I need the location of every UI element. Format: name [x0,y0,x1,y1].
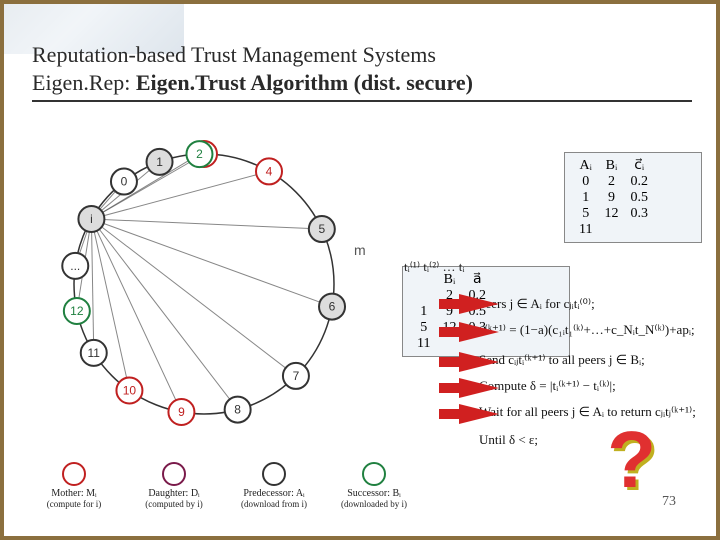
red-arrow-icon [459,322,499,342]
legend: Mother: Mᵢ(compute for i)Daughter: Dᵢ(co… [24,462,424,509]
legend-sub: (download from i) [229,499,319,509]
table-cell: 11 [411,336,436,352]
red-arrow-icon [459,404,499,424]
legend-circle-icon [162,462,186,486]
title-underline [32,100,692,102]
legend-title: Predecessor: Aᵢ [229,488,319,499]
table-header: Aᵢ [573,157,598,174]
table-header: Bᵢ [598,157,624,174]
table-cell: 0.5 [624,190,654,206]
svg-text:2: 2 [196,147,203,161]
legend-sub: (computed by i) [129,499,219,509]
slide-frame: Reputation-based Trust Management System… [0,0,720,540]
title-bold: Eigen.Trust Algorithm (dist. secure) [136,70,473,95]
svg-text:5: 5 [318,222,325,236]
svg-text:i: i [90,212,93,226]
red-arrow-icon [459,352,499,372]
red-arrow-icon [459,378,499,398]
legend-item: Successor: Bᵢ(downloaded by i) [329,462,419,509]
table-cell: 1 [573,190,598,206]
legend-item: Predecessor: Aᵢ(download from i) [229,462,319,509]
svg-text:1: 1 [156,155,163,169]
svg-text:7: 7 [293,369,300,383]
table-cell [411,288,436,304]
svg-text:11: 11 [88,346,101,360]
equation-line: Compute δ = |tᵢ⁽ᵏ⁺¹⁾ − tᵢ⁽ᵏ⁾|; [479,378,616,394]
legend-item: Daughter: Dᵢ(computed by i) [129,462,219,509]
table-cell: 0 [573,174,598,190]
legend-sub: (downloaded by i) [329,499,419,509]
title-prefix: Eigen.Rep: [32,70,136,95]
iteration-sequence: tᵢ⁽¹⁾ tᵢ⁽²⁾ … tᵢ [404,259,465,275]
svg-text:4: 4 [266,164,273,178]
svg-text:8: 8 [234,403,241,417]
table-cell: 0.2 [624,174,654,190]
table-cell [598,222,624,238]
ring-diagram: 3456789101112...i012 [24,114,384,474]
legend-item: Mother: Mᵢ(compute for i) [29,462,119,509]
svg-text:0: 0 [121,175,128,189]
table-cell: 0.3 [624,206,654,222]
equation-line: Send cᵢⱼtᵢ⁽ᵏ⁺¹⁾ to all peers j ∈ Bᵢ; [479,352,645,368]
question-mark-icon: ? [607,414,656,506]
table-cell: 2 [598,174,624,190]
table-ci: AᵢBᵢc⃗ᵢ 020.2 190.5 5120.3 11 [564,152,702,243]
svg-text:6: 6 [329,300,336,314]
svg-text:9: 9 [178,405,185,419]
table-cell: 1 [411,304,436,320]
table-header: a⃗ [462,271,492,288]
legend-sub: (compute for i) [29,499,119,509]
equation-line: Wait for all peers j ∈ Aᵢ to return cⱼᵢt… [479,404,696,420]
legend-title: Mother: Mᵢ [29,488,119,499]
red-arrow-icon [459,294,499,314]
legend-circle-icon [62,462,86,486]
equation-line: tᵢ⁽ᵏ⁺¹⁾ = (1−a)(c₁ᵢt₁⁽ᵏ⁾+…+c_Nᵢt_N⁽ᵏ⁾)+a… [479,322,695,338]
table-cell: 11 [573,222,598,238]
svg-text:...: ... [70,259,80,273]
table-header: c⃗ᵢ [624,157,654,174]
table-cell: 12 [598,206,624,222]
m-label: m [354,242,366,258]
title-line-1: Reputation-based Trust Management System… [32,42,436,68]
legend-title: Successor: Bᵢ [329,488,419,499]
table-cell [624,222,654,238]
legend-title: Daughter: Dᵢ [129,488,219,499]
table-cell: 5 [411,320,436,336]
equation-line: Until δ < ε; [479,432,538,448]
svg-text:12: 12 [70,304,84,318]
title-line-2: Eigen.Rep: Eigen.Trust Algorithm (dist. … [32,70,473,96]
svg-text:10: 10 [123,383,137,397]
legend-circle-icon [262,462,286,486]
legend-circle-icon [362,462,386,486]
page-number: 73 [662,494,676,510]
table-cell: 5 [573,206,598,222]
table-cell: 9 [598,190,624,206]
